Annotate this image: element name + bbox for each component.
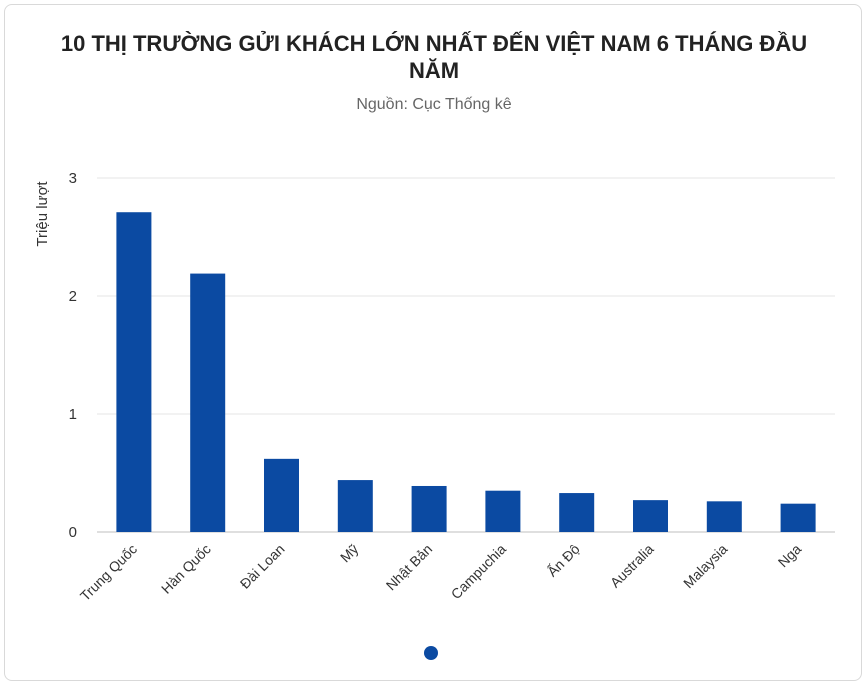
bar[interactable]: [706, 501, 742, 532]
x-tick-label: Malaysia: [680, 541, 731, 592]
chart-subtitle: Nguồn: Cục Thống kê: [356, 96, 512, 113]
bar[interactable]: [190, 273, 226, 532]
x-tick-label: Trung Quốc: [77, 541, 140, 604]
bars: [116, 212, 816, 532]
y-axis-label: Triệu lượt: [34, 181, 51, 247]
pagination-dot[interactable]: [424, 646, 438, 660]
x-tick-label: Australia: [607, 541, 657, 591]
bar[interactable]: [559, 493, 595, 532]
y-axis-ticks: 0 1 2 3: [69, 170, 77, 541]
x-tick-label: Nhật Bản: [383, 541, 436, 594]
x-tick-label: Đài Loan: [237, 541, 288, 592]
bar[interactable]: [485, 490, 521, 532]
x-tick-label: Campuchia: [448, 541, 510, 603]
x-axis-labels: Trung Quốc Hàn Quốc Đài Loan Mỹ Nhật Bản Camp…: [77, 541, 805, 604]
y-tick-label: 3: [69, 170, 77, 187]
bar[interactable]: [116, 212, 152, 532]
x-tick-label: Ấn Độ: [544, 541, 583, 580]
x-tick-label: Nga: [775, 541, 805, 571]
x-tick-label: Mỹ: [337, 541, 362, 566]
bar[interactable]: [411, 485, 447, 532]
y-tick-label: 2: [69, 288, 77, 305]
bar[interactable]: [337, 480, 373, 532]
y-tick-label: 1: [69, 406, 77, 423]
bar[interactable]: [633, 500, 668, 532]
chart-title: 10 THỊ TRƯỜNG GỬI KHÁCH LỚN NHẤT ĐẾN VIỆ…: [60, 31, 808, 83]
bar[interactable]: [780, 503, 816, 532]
y-tick-label: 0: [69, 524, 77, 541]
x-tick-label: Hàn Quốc: [158, 541, 214, 597]
bar[interactable]: [264, 458, 299, 532]
